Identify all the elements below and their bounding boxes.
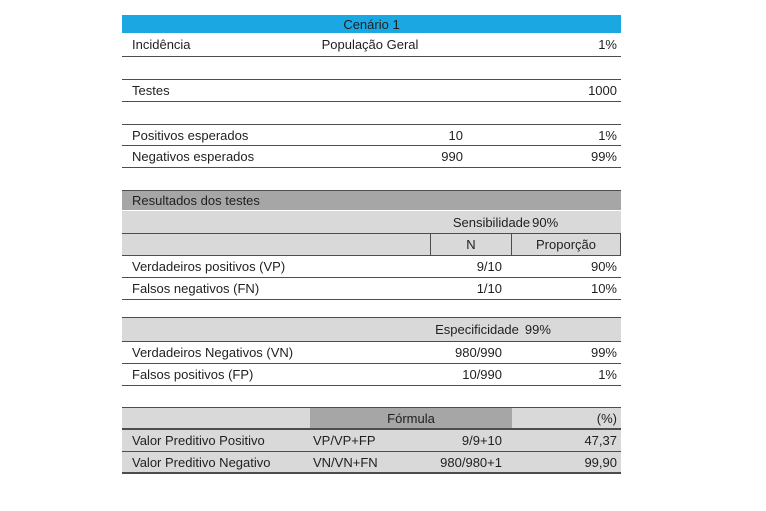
specificity-value: 99% [524, 322, 551, 337]
spacer [122, 300, 621, 317]
true-negatives-row: Verdadeiros Negativos (VN) 980/990 99% [122, 342, 621, 364]
scenario-title-row: Cenário 1 [122, 15, 621, 33]
tests-value: 1000 [588, 83, 617, 98]
expected-positives-label: Positivos esperados [132, 127, 249, 143]
false-negatives-label: Falsos negativos (FN) [132, 281, 260, 296]
ppv-formula: VP/VP+FP [313, 433, 376, 448]
expected-positives-row: Positivos esperados 10 1% [122, 124, 621, 146]
results-section-header-row: Resultados dos testes [122, 190, 621, 211]
sensitivity-header-row: Sensibilidade 90% [122, 211, 621, 234]
sensitivity-label: Sensibilidade [452, 214, 531, 230]
tests-label: Testes [132, 83, 170, 98]
true-positives-n: 9/10 [476, 259, 502, 274]
spacer [122, 102, 621, 124]
column-headers-row: N Proporção [122, 234, 621, 256]
false-positives-n: 10/990 [462, 367, 502, 382]
false-negatives-row: Falsos negativos (FN) 1/10 10% [122, 278, 621, 300]
false-positives-percent: 1% [598, 367, 617, 382]
npv-label: Valor Preditivo Negativo [132, 454, 271, 470]
ppv-row: Valor Preditivo Positivo VP/VP+FP 9/9+10… [122, 430, 621, 452]
ppv-calc: 9/9+10 [461, 433, 502, 448]
expected-negatives-n: 990 [441, 149, 463, 164]
true-negatives-n: 980/990 [455, 345, 502, 360]
spacer [122, 168, 621, 190]
proportion-column-header: Proporção [512, 234, 621, 255]
tests-row: Testes 1000 [122, 79, 621, 102]
spacer [122, 57, 621, 79]
true-negatives-label: Verdadeiros Negativos (VN) [132, 345, 294, 360]
specificity-header-row: Especificidade 99% [122, 317, 621, 342]
n-column-header: N [430, 234, 512, 255]
false-positives-row: Falsos positivos (FP) 10/990 1% [122, 364, 621, 386]
spacer [122, 386, 621, 407]
incidence-row: Incidência População Geral 1% [122, 33, 621, 57]
percent-header: (%) [596, 410, 617, 426]
incidence-percent: 1% [598, 37, 617, 52]
sensitivity-value: 90% [532, 214, 559, 230]
specificity-label: Especificidade [435, 322, 519, 337]
expected-negatives-percent: 99% [590, 149, 617, 164]
incidence-label: Incidência [132, 37, 191, 52]
npv-value: 99,90 [584, 454, 617, 470]
npv-row: Valor Preditivo Negativo VN/VN+FN 980/98… [122, 452, 621, 474]
true-positives-label: Verdadeiros positivos (VP) [132, 259, 286, 274]
false-negatives-percent: 10% [590, 281, 617, 296]
ppv-value: 47,37 [584, 433, 617, 448]
sensitivity-header: Sensibilidade 90% [430, 216, 621, 229]
true-negatives-percent: 99% [590, 345, 617, 360]
formula-header-row: Fórmula (%) [122, 407, 621, 430]
incidence-population: População Geral [321, 37, 419, 52]
expected-positives-n: 10 [448, 127, 463, 143]
false-negatives-n: 1/10 [476, 281, 502, 296]
specificity-header: Especificidade 99% [430, 323, 621, 336]
npv-formula: VN/VN+FN [313, 454, 378, 470]
scenario-title: Cenário 1 [343, 16, 400, 32]
expected-negatives-label: Negativos esperados [132, 149, 255, 164]
false-positives-label: Falsos positivos (FP) [132, 367, 254, 382]
true-positives-percent: 90% [590, 259, 617, 274]
true-positives-row: Verdadeiros positivos (VP) 9/10 90% [122, 256, 621, 278]
expected-negatives-row: Negativos esperados 990 99% [122, 146, 621, 168]
ppv-label: Valor Preditivo Positivo [132, 433, 265, 448]
expected-positives-percent: 1% [598, 127, 617, 143]
formula-header: Fórmula [310, 408, 512, 428]
npv-calc: 980/980+1 [440, 454, 502, 470]
results-section-header: Resultados dos testes [132, 193, 260, 208]
scenario-table: Cenário 1 Incidência População Geral 1% … [122, 15, 621, 474]
